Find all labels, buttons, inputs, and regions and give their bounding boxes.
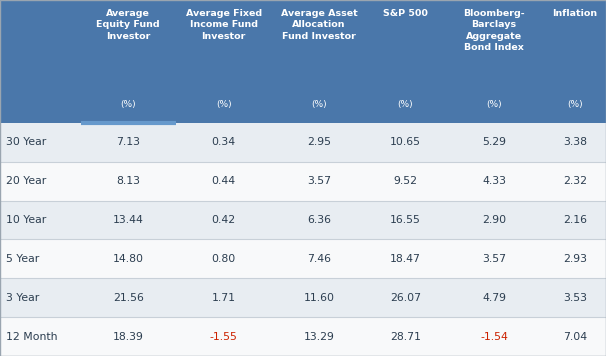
Text: (%): (%) (216, 100, 231, 109)
Text: 0.42: 0.42 (211, 215, 236, 225)
Bar (0, 239, 606, 278)
Text: 8.13: 8.13 (116, 176, 141, 186)
Text: 14.80: 14.80 (113, 254, 144, 264)
Text: 4.33: 4.33 (482, 176, 506, 186)
Text: -1.55: -1.55 (210, 331, 238, 341)
Text: 0.34: 0.34 (211, 137, 236, 147)
Text: 4.79: 4.79 (482, 293, 506, 303)
Text: 0.80: 0.80 (211, 254, 236, 264)
Text: (%): (%) (311, 100, 327, 109)
Text: 18.47: 18.47 (390, 254, 421, 264)
Text: 20 Year: 20 Year (7, 176, 47, 186)
Text: Inflation: Inflation (553, 9, 598, 18)
Text: 3.57: 3.57 (482, 254, 506, 264)
Text: S&P 500: S&P 500 (383, 9, 428, 18)
Text: (%): (%) (121, 100, 136, 109)
Bar (0, 162, 606, 200)
Text: 3.53: 3.53 (563, 293, 587, 303)
Text: 2.16: 2.16 (563, 215, 587, 225)
Text: 2.95: 2.95 (307, 137, 331, 147)
Text: 18.39: 18.39 (113, 331, 144, 341)
Text: Average
Equity Fund
Investor: Average Equity Fund Investor (96, 9, 160, 41)
Text: 7.13: 7.13 (116, 137, 141, 147)
Text: 9.52: 9.52 (393, 176, 418, 186)
Text: 28.71: 28.71 (390, 331, 421, 341)
Text: 1.71: 1.71 (211, 293, 236, 303)
Text: 0.44: 0.44 (211, 176, 236, 186)
Text: 3.38: 3.38 (563, 137, 587, 147)
Text: Bloomberg-
Barclays
Aggregate
Bond Index: Bloomberg- Barclays Aggregate Bond Index (464, 9, 525, 52)
Bar (0, 0, 606, 123)
Text: 5.29: 5.29 (482, 137, 506, 147)
Text: 26.07: 26.07 (390, 293, 421, 303)
Text: (%): (%) (487, 100, 502, 109)
Text: 21.56: 21.56 (113, 293, 144, 303)
Text: 11.60: 11.60 (304, 293, 335, 303)
Text: Average Fixed
Income Fund
Investor: Average Fixed Income Fund Investor (185, 9, 262, 41)
Text: 13.29: 13.29 (304, 331, 335, 341)
Text: 3.57: 3.57 (307, 176, 331, 186)
Text: 5 Year: 5 Year (7, 254, 40, 264)
Text: 7.46: 7.46 (307, 254, 331, 264)
Text: 16.55: 16.55 (390, 215, 421, 225)
Bar (0, 278, 606, 317)
Text: 12 Month: 12 Month (7, 331, 58, 341)
Bar (0, 317, 606, 356)
Text: 10 Year: 10 Year (7, 215, 47, 225)
Text: 3 Year: 3 Year (7, 293, 40, 303)
Text: (%): (%) (567, 100, 583, 109)
Text: -1.54: -1.54 (480, 331, 508, 341)
Text: 30 Year: 30 Year (7, 137, 47, 147)
Text: 7.04: 7.04 (563, 331, 587, 341)
Text: 2.93: 2.93 (563, 254, 587, 264)
Text: Average Asset
Allocation
Fund Investor: Average Asset Allocation Fund Investor (281, 9, 358, 41)
Text: 2.90: 2.90 (482, 215, 506, 225)
Text: 13.44: 13.44 (113, 215, 144, 225)
Bar (0, 123, 606, 162)
Text: 6.36: 6.36 (307, 215, 331, 225)
Bar (0, 200, 606, 239)
Text: 10.65: 10.65 (390, 137, 421, 147)
Text: 2.32: 2.32 (563, 176, 587, 186)
Text: (%): (%) (398, 100, 413, 109)
